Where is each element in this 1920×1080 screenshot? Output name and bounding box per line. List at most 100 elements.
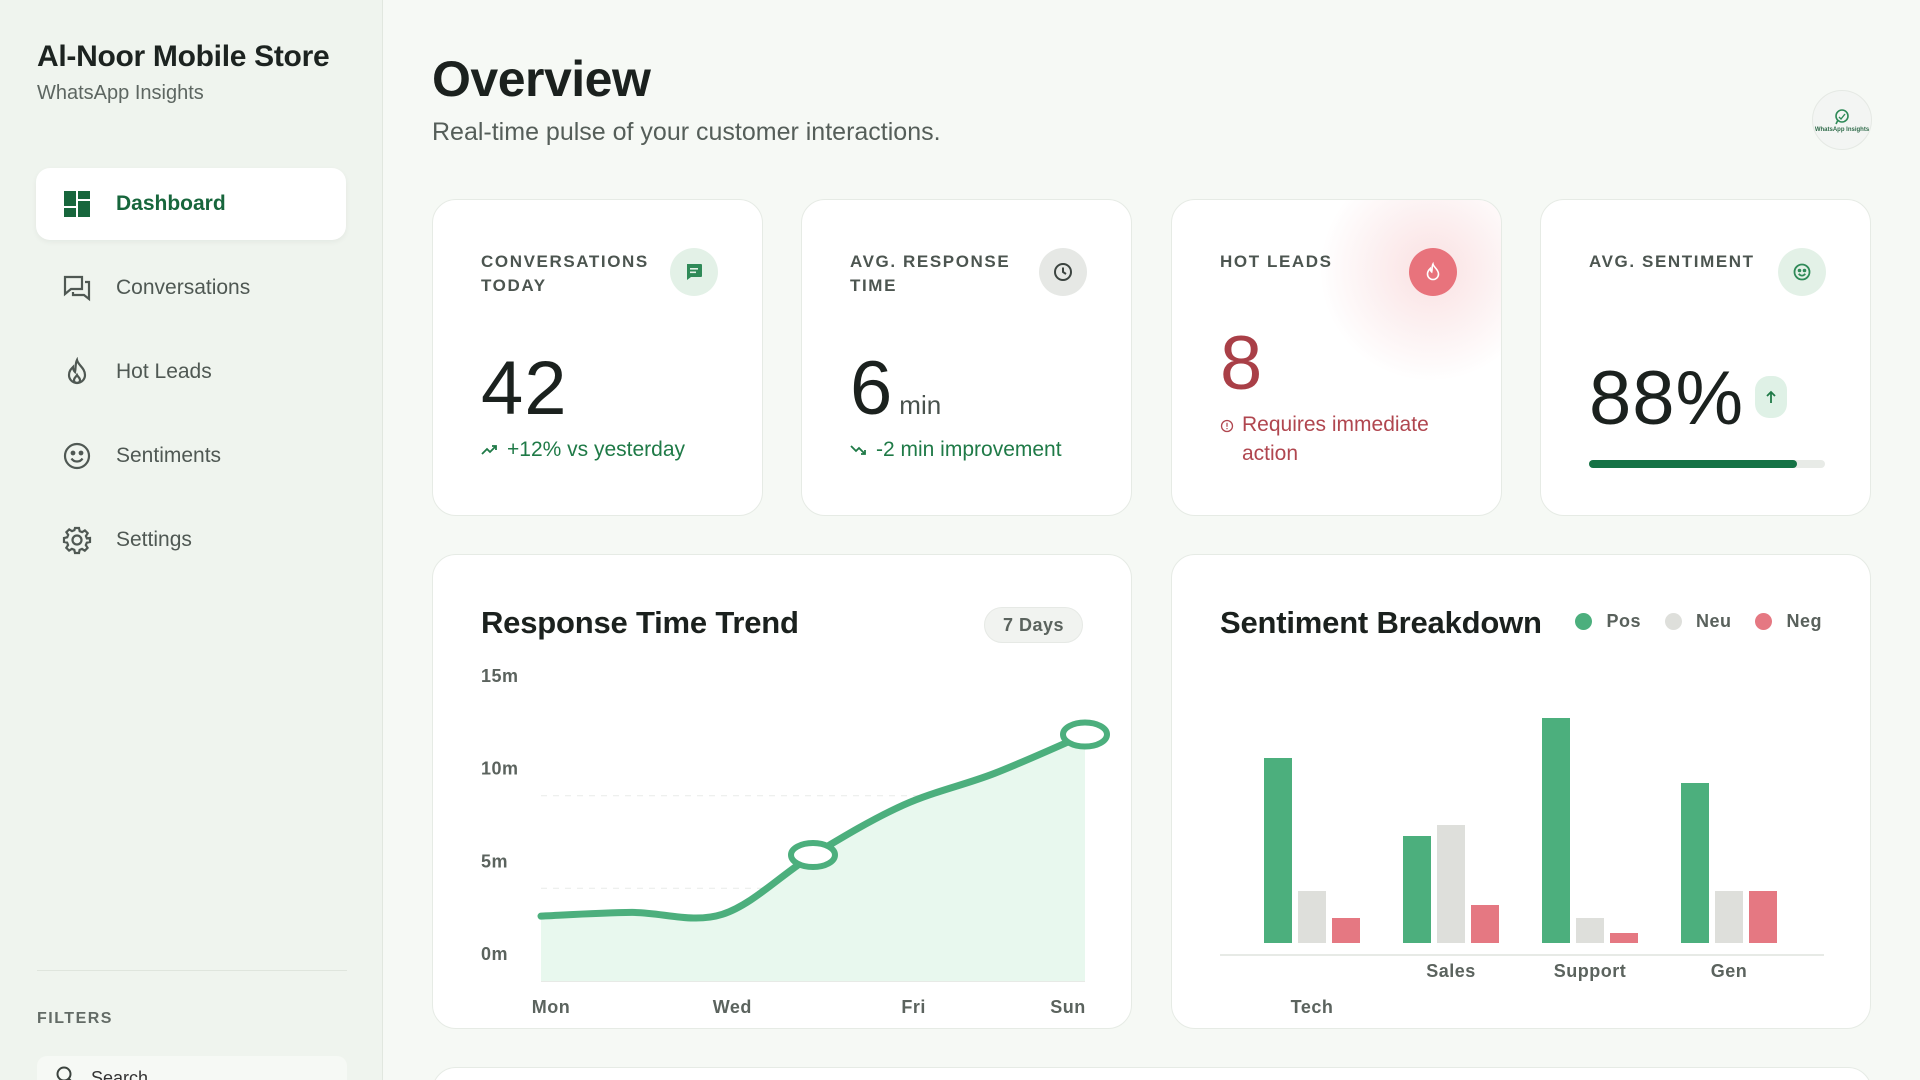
chart-title: Response Time Trend [481,605,799,640]
sidebar-divider [37,970,347,971]
stat-value-number: 6 [850,346,894,431]
bar-tech-neg[interactable] [1332,918,1360,943]
smiley-icon [1778,248,1826,296]
message-icon [670,248,718,296]
smiley-icon [62,441,92,471]
bar-sales-neg[interactable] [1471,905,1499,943]
stat-card-conversations[interactable]: CONVERSATIONS TODAY 42 +12% vs yesterday [432,199,763,516]
hot-leads-note-text: Requires immediate action [1242,413,1429,465]
legend-label: Neu [1695,611,1732,631]
chart-legend: Pos Neu Neg [1551,611,1822,632]
bar-tech-neu[interactable] [1298,891,1326,943]
arrow-up-icon [1755,376,1787,418]
stat-value: 88% [1589,356,1745,441]
filter-search[interactable] [37,1056,347,1080]
y-tick-label: 15m [481,666,519,686]
stat-label: HOT LEADS [1220,252,1333,271]
range-chip-7-days[interactable]: 7 Days [983,607,1083,643]
hot-leads-note: Requires immediate action [1220,410,1460,468]
x-tick-label: Sales [1426,961,1476,981]
legend-dot [1755,613,1773,630]
stat-trend-text: +12% vs yesterday [507,438,686,461]
search-input[interactable] [91,1067,331,1080]
stat-value: 6 min [850,345,941,432]
trend-down-icon [850,445,866,455]
stat-card-hot-leads[interactable]: HOT LEADS 8 Requires immediate action [1171,199,1502,516]
stat-trend: -2 min improvement [850,438,1062,462]
bar-support-pos[interactable] [1542,718,1570,943]
trend-up-icon [481,445,497,455]
stat-label: CONVERSATIONS TODAY [481,252,649,295]
bottom-card [432,1067,1872,1080]
x-tick-label: Wed [713,997,752,1017]
sidebar-item-dashboard[interactable]: Dashboard [36,168,346,240]
clock-icon [1039,248,1087,296]
x-tick-label: Fri [901,997,926,1017]
response-time-chart: 15m 10m 5m 0m Mon Wed Fri Sun [481,666,1110,1017]
sidebar-item-label: Dashboard [116,192,226,215]
y-tick-label: 5m [481,851,508,871]
bar-support-neg[interactable] [1610,933,1638,943]
stat-label: AVG. SENTIMENT [1589,252,1755,271]
sentiment-progress-fill [1589,460,1797,468]
stat-trend-text: -2 min improvement [876,438,1062,461]
legend-dot [1664,613,1682,630]
avatar[interactable]: WhatsApp Insights [1812,90,1872,150]
bar-sales-neu[interactable] [1437,825,1465,943]
legend-item-neg[interactable]: Neg [1755,611,1822,632]
brand-title: Al-Noor Mobile Store [37,40,330,73]
dashboard-grid-icon [62,189,92,219]
response-time-chart-card: 15m 10m 5m 0m Mon Wed Fri Sun Response Time Tre… [432,554,1132,1029]
avatar-text: WhatsApp Insights [1814,126,1870,133]
x-tick-label: Support [1554,961,1627,981]
whatsapp-logo-icon [1835,108,1849,124]
sidebar-item-label: Settings [116,528,192,551]
flame-icon [1409,248,1457,296]
stat-card-response-time[interactable]: AVG. RESPONSE TIME 6 min -2 min improveme… [801,199,1132,516]
chat-bubbles-icon [62,273,92,303]
bar-gen-pos[interactable] [1681,783,1709,943]
stat-card-sentiment[interactable]: AVG. SENTIMENT 88% [1540,199,1871,516]
sidebar-item-conversations[interactable]: Conversations [36,252,346,324]
sidebar-item-label: Sentiments [116,444,222,467]
bar-sales-pos[interactable] [1403,836,1431,943]
sidebar-nav: Dashboard Conversations Hot Leads Sentim… [36,168,346,588]
legend-item-pos[interactable]: Pos [1575,611,1641,632]
sidebar-item-label: Conversations [116,276,251,299]
y-tick-label: 0m [481,944,508,964]
brand-subtitle: WhatsApp Insights [37,82,204,104]
sidebar-item-settings[interactable]: Settings [36,504,346,576]
gear-icon [62,525,92,555]
bar-support-neu[interactable] [1576,918,1604,943]
legend-item-neu[interactable]: Neu [1664,611,1732,632]
hot-leads-glow [1321,200,1501,380]
search-icon [55,1065,77,1080]
y-tick-label: 10m [481,759,519,779]
sidebar-item-hot-leads[interactable]: Hot Leads [36,336,346,408]
stat-unit: min [899,390,942,420]
data-point-sun[interactable] [1060,719,1110,750]
stat-value: 8 [1220,321,1264,406]
data-point-thu[interactable] [788,839,838,870]
alert-icon [1220,419,1234,433]
x-tick-label: Gen [1711,961,1748,981]
legend-label: Neg [1786,611,1822,631]
bar-gen-neg[interactable] [1749,891,1777,943]
sidebar: Al-Noor Mobile Store WhatsApp Insights D… [0,0,383,1080]
legend-label: Pos [1606,611,1641,631]
page-title: Overview [432,51,651,107]
filters-label: FILTERS [37,1010,113,1027]
x-tick-label: Sun [1050,997,1086,1017]
flame-icon [62,357,92,387]
page-subtitle: Real-time pulse of your customer interac… [432,118,941,146]
sidebar-item-label: Hot Leads [116,360,212,383]
x-tick-label: Mon [532,997,570,1017]
bar-gen-neu[interactable] [1715,891,1743,943]
legend-dot [1575,613,1593,630]
sentiment-breakdown-chart-card: Tech Sales Support Gen Sentiment Breakdown … [1171,554,1871,1029]
bar-tech-pos[interactable] [1264,758,1292,943]
stat-value: 42 [481,346,568,431]
stat-trend: +12% vs yesterday [481,438,685,462]
sidebar-item-sentiments[interactable]: Sentiments [36,420,346,492]
chart-title: Sentiment Breakdown [1220,605,1542,640]
